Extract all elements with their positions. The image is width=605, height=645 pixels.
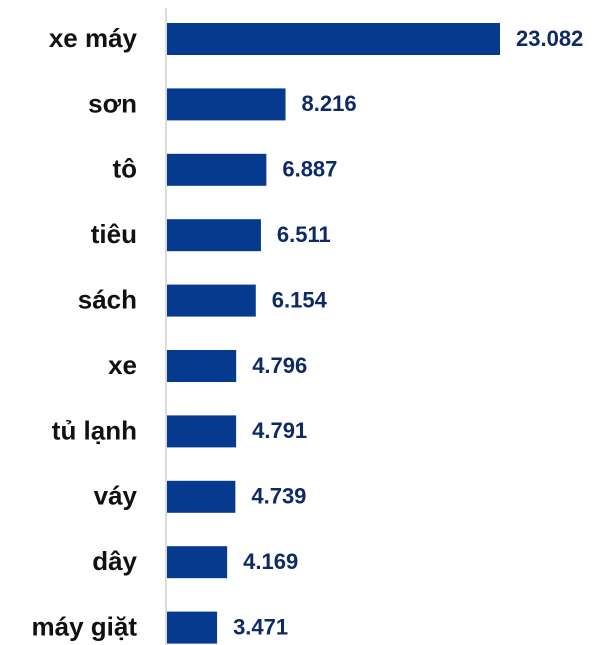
category-label: tô	[112, 154, 137, 184]
bar	[167, 23, 500, 55]
bar	[167, 350, 237, 382]
value-label: 6.154	[272, 287, 328, 312]
category-label: tủ lạnh	[52, 415, 137, 445]
bar	[167, 88, 286, 121]
category-label: máy giặt	[32, 611, 138, 641]
category-label: tiêu	[91, 219, 137, 249]
category-label: dây	[92, 546, 137, 576]
value-label: 3.471	[233, 614, 288, 639]
bar	[167, 611, 218, 644]
category-label: xe	[108, 350, 137, 380]
value-label: 4.169	[243, 549, 298, 574]
bar	[167, 284, 256, 317]
category-label: sơn	[88, 88, 137, 118]
bar	[167, 480, 236, 513]
value-label: 23.082	[516, 26, 583, 51]
value-label: 6.511	[277, 222, 331, 247]
bar	[167, 153, 267, 186]
value-label: 6.887	[282, 157, 337, 182]
bar	[167, 415, 237, 448]
value-label: 4.791	[252, 418, 307, 443]
bar	[167, 219, 261, 252]
value-label: 4.739	[251, 484, 306, 509]
category-label: xe máy	[49, 23, 138, 53]
value-label: 4.796	[252, 353, 307, 378]
bar	[167, 546, 228, 579]
category-label: váy	[94, 481, 138, 511]
category-label: sách	[78, 284, 137, 314]
value-label: 8.216	[302, 91, 357, 116]
